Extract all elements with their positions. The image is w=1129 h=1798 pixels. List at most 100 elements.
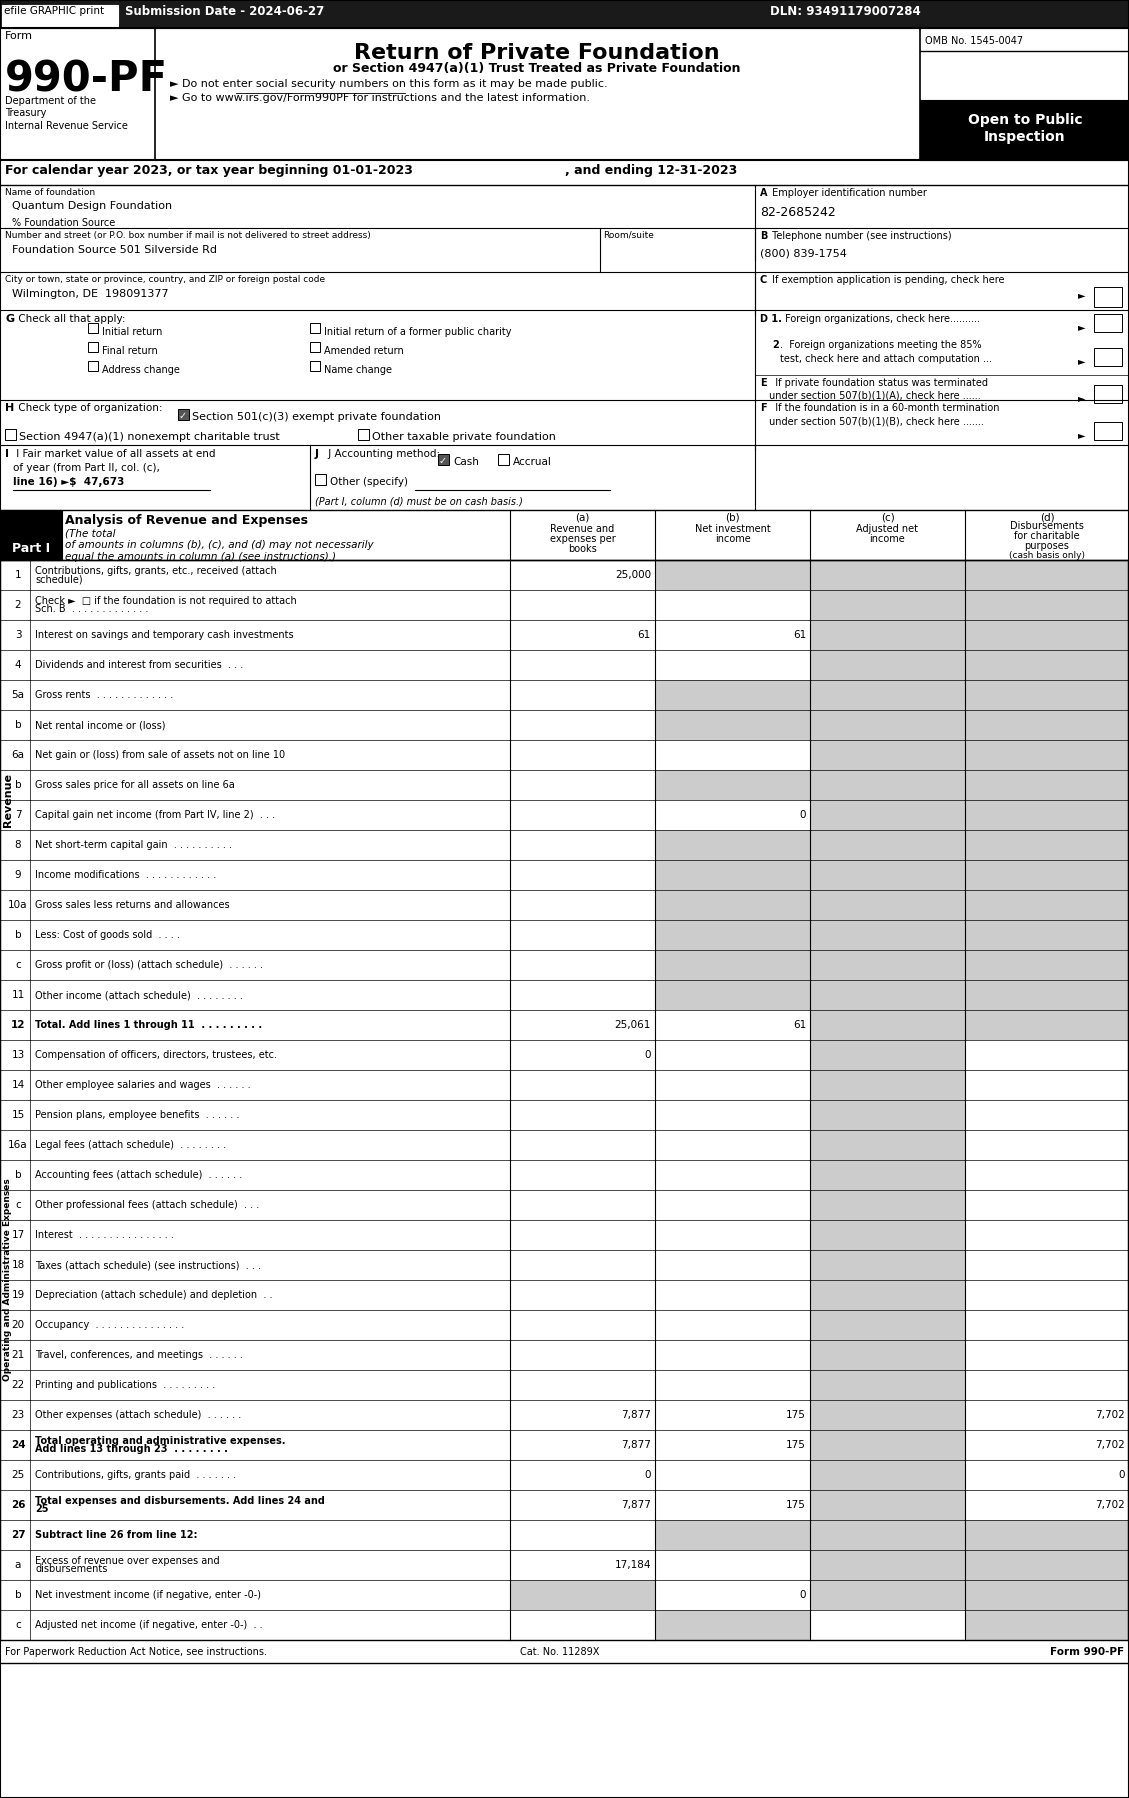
Text: Check ►  □ if the foundation is not required to attach: Check ► □ if the foundation is not requi… bbox=[35, 595, 297, 606]
Text: Operating and Administrative Expenses: Operating and Administrative Expenses bbox=[3, 1179, 12, 1381]
Text: Section 4947(a)(1) nonexempt charitable trust: Section 4947(a)(1) nonexempt charitable … bbox=[19, 432, 280, 442]
Text: Total. Add lines 1 through 11  . . . . . . . . .: Total. Add lines 1 through 11 . . . . . … bbox=[35, 1019, 262, 1030]
Bar bbox=[965, 680, 1129, 710]
Text: 26: 26 bbox=[11, 1500, 25, 1510]
Text: Compensation of officers, directors, trustees, etc.: Compensation of officers, directors, tru… bbox=[35, 1050, 277, 1061]
Text: Other employee salaries and wages  . . . . . .: Other employee salaries and wages . . . … bbox=[35, 1081, 251, 1090]
Bar bbox=[0, 0, 1129, 29]
Bar bbox=[965, 949, 1129, 980]
Text: 7,877: 7,877 bbox=[621, 1500, 651, 1510]
Text: I: I bbox=[5, 450, 9, 458]
Text: Excess of revenue over expenses and: Excess of revenue over expenses and bbox=[35, 1555, 220, 1566]
Text: Name of foundation: Name of foundation bbox=[5, 189, 95, 198]
Text: I Fair market value of all assets at end: I Fair market value of all assets at end bbox=[14, 450, 216, 458]
Text: 13: 13 bbox=[11, 1050, 25, 1061]
Text: ► Do not enter social security numbers on this form as it may be made public.: ► Do not enter social security numbers o… bbox=[170, 79, 607, 88]
Bar bbox=[809, 859, 965, 890]
Text: 0: 0 bbox=[1119, 1471, 1124, 1480]
Text: 1: 1 bbox=[15, 570, 21, 581]
Text: Other expenses (attach schedule)  . . . . . .: Other expenses (attach schedule) . . . .… bbox=[35, 1410, 242, 1420]
Text: J Accounting method:: J Accounting method: bbox=[325, 450, 440, 458]
Text: Contributions, gifts, grants paid  . . . . . . .: Contributions, gifts, grants paid . . . … bbox=[35, 1471, 236, 1480]
Text: 19: 19 bbox=[11, 1289, 25, 1300]
Text: Other professional fees (attach schedule)  . . .: Other professional fees (attach schedule… bbox=[35, 1199, 260, 1210]
Bar bbox=[809, 741, 965, 770]
Text: 7,702: 7,702 bbox=[1095, 1500, 1124, 1510]
Text: b: b bbox=[15, 930, 21, 940]
Text: Revenue and: Revenue and bbox=[550, 523, 614, 534]
Bar bbox=[655, 859, 809, 890]
Text: Net rental income or (loss): Net rental income or (loss) bbox=[35, 719, 166, 730]
Text: equal the amounts in column (a) (see instructions).): equal the amounts in column (a) (see ins… bbox=[65, 552, 336, 563]
Text: Cat. No. 11289X: Cat. No. 11289X bbox=[520, 1647, 599, 1658]
Text: Inspection: Inspection bbox=[984, 129, 1066, 144]
Text: 7: 7 bbox=[15, 811, 21, 820]
Bar bbox=[809, 1370, 965, 1401]
Text: 11: 11 bbox=[11, 991, 25, 1000]
Text: Adjusted net: Adjusted net bbox=[857, 523, 919, 534]
Bar bbox=[1094, 315, 1122, 333]
Text: Sch. B  . . . . . . . . . . . . .: Sch. B . . . . . . . . . . . . . bbox=[35, 604, 148, 615]
Text: Department of the: Department of the bbox=[5, 95, 96, 106]
Text: 22: 22 bbox=[11, 1381, 25, 1390]
Text: b: b bbox=[15, 719, 21, 730]
Text: .  Foreign organizations meeting the 85%: . Foreign organizations meeting the 85% bbox=[780, 340, 981, 351]
Bar bbox=[965, 980, 1129, 1010]
Text: Check all that apply:: Check all that apply: bbox=[15, 315, 125, 324]
Bar bbox=[809, 770, 965, 800]
Bar bbox=[809, 921, 965, 949]
Bar bbox=[809, 1100, 965, 1129]
Text: Adjusted net income (if negative, enter -0-)  . .: Adjusted net income (if negative, enter … bbox=[35, 1620, 263, 1631]
Text: 0: 0 bbox=[799, 1589, 806, 1600]
Bar bbox=[655, 831, 809, 859]
Text: 17: 17 bbox=[11, 1230, 25, 1241]
Text: 12: 12 bbox=[11, 1019, 25, 1030]
Text: Income modifications  . . . . . . . . . . . .: Income modifications . . . . . . . . . .… bbox=[35, 870, 217, 879]
Text: Part I: Part I bbox=[12, 541, 50, 556]
Text: 61: 61 bbox=[638, 629, 651, 640]
Bar bbox=[88, 324, 98, 333]
Text: Add lines 13 through 23  . . . . . . . .: Add lines 13 through 23 . . . . . . . . bbox=[35, 1444, 228, 1455]
Bar bbox=[809, 890, 965, 921]
Bar bbox=[809, 1221, 965, 1250]
Text: (800) 839-1754: (800) 839-1754 bbox=[760, 248, 847, 259]
Text: (c): (c) bbox=[881, 512, 894, 523]
Bar bbox=[809, 710, 965, 741]
Text: Submission Date - 2024-06-27: Submission Date - 2024-06-27 bbox=[125, 5, 324, 18]
Text: 990-PF: 990-PF bbox=[5, 58, 168, 101]
Text: ►: ► bbox=[1078, 289, 1085, 300]
Text: of amounts in columns (b), (c), and (d) may not necessarily: of amounts in columns (b), (c), and (d) … bbox=[65, 539, 374, 550]
Text: 21: 21 bbox=[11, 1350, 25, 1359]
Text: Occupancy  . . . . . . . . . . . . . . .: Occupancy . . . . . . . . . . . . . . . bbox=[35, 1320, 184, 1331]
Text: Accrual: Accrual bbox=[513, 457, 552, 467]
Bar bbox=[310, 361, 320, 370]
Text: Open to Public: Open to Public bbox=[968, 113, 1083, 128]
Bar bbox=[809, 590, 965, 620]
Bar bbox=[809, 800, 965, 831]
Bar bbox=[655, 770, 809, 800]
Text: under section 507(b)(1)(B), check here .......: under section 507(b)(1)(B), check here .… bbox=[769, 417, 983, 426]
Bar bbox=[965, 710, 1129, 741]
Text: 175: 175 bbox=[786, 1410, 806, 1420]
Text: Quantum Design Foundation: Quantum Design Foundation bbox=[12, 201, 172, 210]
Text: 23: 23 bbox=[11, 1410, 25, 1420]
Text: income: income bbox=[715, 534, 751, 545]
Bar bbox=[655, 559, 809, 590]
Text: ►: ► bbox=[1078, 430, 1085, 441]
Text: Less: Cost of goods sold  . . . .: Less: Cost of goods sold . . . . bbox=[35, 930, 180, 940]
Text: D 1.: D 1. bbox=[760, 315, 782, 324]
Text: 8: 8 bbox=[15, 840, 21, 850]
Bar bbox=[965, 1580, 1129, 1609]
Text: Total operating and administrative expenses.: Total operating and administrative expen… bbox=[35, 1435, 286, 1446]
Text: H: H bbox=[5, 403, 15, 414]
Text: 27: 27 bbox=[10, 1530, 25, 1541]
Text: Analysis of Revenue and Expenses: Analysis of Revenue and Expenses bbox=[65, 514, 308, 527]
Text: 175: 175 bbox=[786, 1440, 806, 1449]
Text: income: income bbox=[869, 534, 905, 545]
Bar bbox=[1094, 385, 1122, 403]
Text: Pension plans, employee benefits  . . . . . .: Pension plans, employee benefits . . . .… bbox=[35, 1109, 239, 1120]
Text: 15: 15 bbox=[11, 1109, 25, 1120]
Text: 2: 2 bbox=[772, 340, 779, 351]
Text: ►: ► bbox=[1078, 356, 1085, 367]
Text: efile GRAPHIC print: efile GRAPHIC print bbox=[5, 5, 104, 16]
